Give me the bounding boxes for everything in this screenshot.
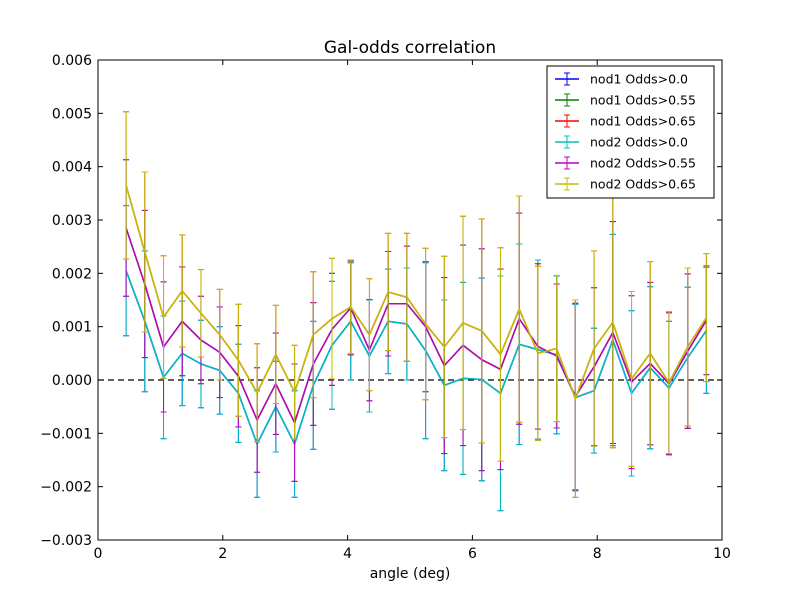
- y-tick-label: 0.005: [52, 106, 92, 122]
- y-tick-label: 0.004: [52, 160, 92, 176]
- legend: nod1 Odds>0.0 nod1 Odds>0.55 nod1 Odds>0.6…: [546, 65, 715, 199]
- legend-entry: nod2 Odds>0.65: [555, 177, 696, 192]
- legend-box: [546, 65, 715, 199]
- y-tick-label: 0.001: [52, 320, 92, 336]
- x-tick-label: 4: [343, 546, 352, 562]
- legend-label: nod1 Odds>0.0: [590, 72, 688, 87]
- y-tick-label: 0.006: [52, 53, 92, 69]
- x-axis-label: angle (deg): [370, 566, 451, 582]
- x-tick-label: 10: [713, 546, 731, 562]
- legend-entry: nod1 Odds>0.65: [555, 114, 696, 129]
- legend-entry: nod1 Odds>0.55: [555, 93, 696, 108]
- legend-label: nod1 Odds>0.55: [590, 93, 696, 108]
- series-line: [125, 270, 708, 446]
- y-tick-label: 0.003: [52, 213, 92, 229]
- series-line: [125, 185, 708, 401]
- x-tick-label: 8: [593, 546, 602, 562]
- series-line: [125, 227, 708, 425]
- x-tick-label: 2: [218, 546, 227, 562]
- y-tick-label: 0.000: [52, 373, 92, 389]
- legend-label: nod1 Odds>0.65: [590, 114, 696, 129]
- x-tick-label: 6: [468, 546, 477, 562]
- legend-entry: nod1 Odds>0.0: [555, 72, 688, 87]
- data-layer: [123, 111, 710, 512]
- y-tick-label: −0.001: [40, 426, 92, 442]
- legend-entry: nod2 Odds>0.0: [555, 135, 688, 150]
- legend-label: nod2 Odds>0.0: [590, 135, 688, 150]
- series-6: [123, 111, 710, 498]
- y-tick-label: −0.003: [40, 533, 92, 549]
- legend-entry: nod2 Odds>0.55: [555, 156, 696, 171]
- legend-label: nod2 Odds>0.55: [590, 156, 696, 171]
- chart-title: Gal-odds correlation: [324, 38, 496, 58]
- legend-label: nod2 Odds>0.65: [590, 177, 696, 192]
- y-tick-label: 0.002: [52, 266, 92, 282]
- x-tick-label: 0: [94, 546, 103, 562]
- y-tick-label: −0.002: [40, 480, 92, 496]
- plot-frame: [97, 59, 723, 541]
